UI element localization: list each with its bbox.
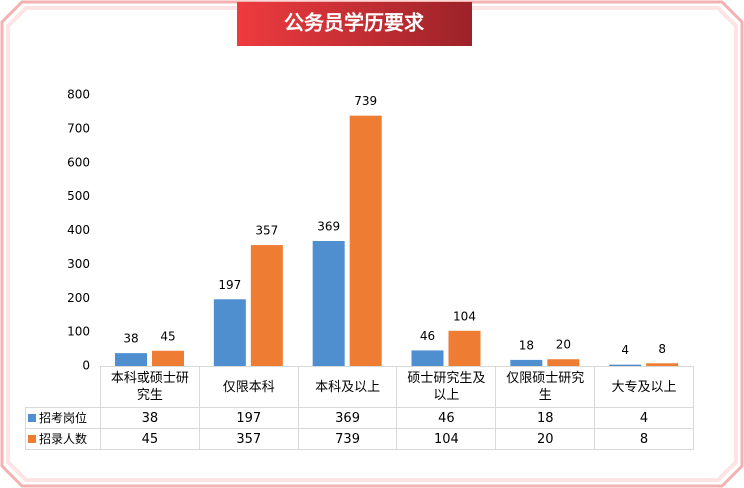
y-tick-label: 600 xyxy=(67,155,90,169)
table-value: 357 xyxy=(198,428,299,450)
legend-swatch xyxy=(28,434,36,443)
bar xyxy=(547,359,580,366)
y-tick-label: 700 xyxy=(67,121,90,135)
data-label: 104 xyxy=(453,309,476,323)
y-tick-label: 400 xyxy=(67,223,90,237)
table-value: 8 xyxy=(594,428,694,450)
y-tick-label: 200 xyxy=(67,291,90,305)
data-label: 357 xyxy=(255,224,278,238)
data-label: 369 xyxy=(317,220,340,234)
table-value: 20 xyxy=(495,428,596,450)
data-label: 8 xyxy=(658,342,666,356)
bar xyxy=(115,353,147,366)
title-banner xyxy=(237,2,472,46)
chart-title: 公务员学历要求 xyxy=(284,11,425,35)
table-value: 18 xyxy=(495,407,596,429)
x-tick-label: 仅限本科 xyxy=(198,366,299,408)
bar xyxy=(213,299,246,366)
data-label: 197 xyxy=(218,278,241,292)
legend-label: 招考岗位 xyxy=(39,410,88,425)
y-tick-label: 500 xyxy=(67,189,90,203)
table-value: 739 xyxy=(297,428,398,450)
table-value: 369 xyxy=(297,407,398,429)
x-tick-label: 仅限硕士研究生 xyxy=(495,366,596,408)
frame-inner xyxy=(6,6,738,482)
bar xyxy=(312,241,345,366)
data-label: 45 xyxy=(160,329,175,343)
table-value: 45 xyxy=(100,428,200,450)
legend-swatch xyxy=(28,413,36,422)
x-tick-label: 本科及以上 xyxy=(297,366,398,408)
bar xyxy=(411,350,444,366)
data-table: 本科或硕士研究生 仅限本科 本科及以上 硕士研究生及以上 仅限硕士研究生 大专及以上 招考岗… xyxy=(25,366,694,450)
x-tick-label: 大专及以上 xyxy=(594,366,694,408)
data-label: 46 xyxy=(420,329,435,343)
legend-label: 招录人数 xyxy=(39,431,88,446)
x-tick-label: 硕士研究生及以上 xyxy=(396,366,497,408)
y-tick-label: 100 xyxy=(67,325,90,339)
table-value: 38 xyxy=(100,407,200,429)
x-tick-label: 本科或硕士研究生 xyxy=(100,366,200,408)
data-label: 38 xyxy=(123,332,138,346)
bar xyxy=(646,363,679,366)
bar xyxy=(448,330,481,366)
data-label: 20 xyxy=(556,338,571,352)
data-label: 4 xyxy=(621,343,629,357)
bar xyxy=(510,359,543,366)
y-tick-label: 300 xyxy=(67,257,90,271)
legend-item: 招考岗位 xyxy=(25,407,101,429)
data-label: 18 xyxy=(519,338,534,352)
y-tick-label: 0 xyxy=(82,359,90,373)
corner xyxy=(26,367,101,408)
table-value: 104 xyxy=(396,428,497,450)
category-row: 本科或硕士研究生 仅限本科 本科及以上 硕士研究生及以上 仅限硕士研究生 大专及以上 xyxy=(26,366,694,408)
series-row: 招考岗位 38 197 369 46 18 4 xyxy=(25,407,694,429)
data-label: 739 xyxy=(354,94,377,108)
bar xyxy=(250,245,283,366)
series-row: 招录人数 45 357 739 104 20 8 xyxy=(25,428,694,450)
legend-item: 招录人数 xyxy=(25,428,101,450)
bar xyxy=(152,350,184,366)
bar xyxy=(349,115,382,366)
table-value: 4 xyxy=(594,407,694,429)
y-tick-label: 800 xyxy=(67,88,90,102)
table-value: 197 xyxy=(198,407,299,429)
table-value: 46 xyxy=(396,407,497,429)
bar xyxy=(609,364,642,366)
